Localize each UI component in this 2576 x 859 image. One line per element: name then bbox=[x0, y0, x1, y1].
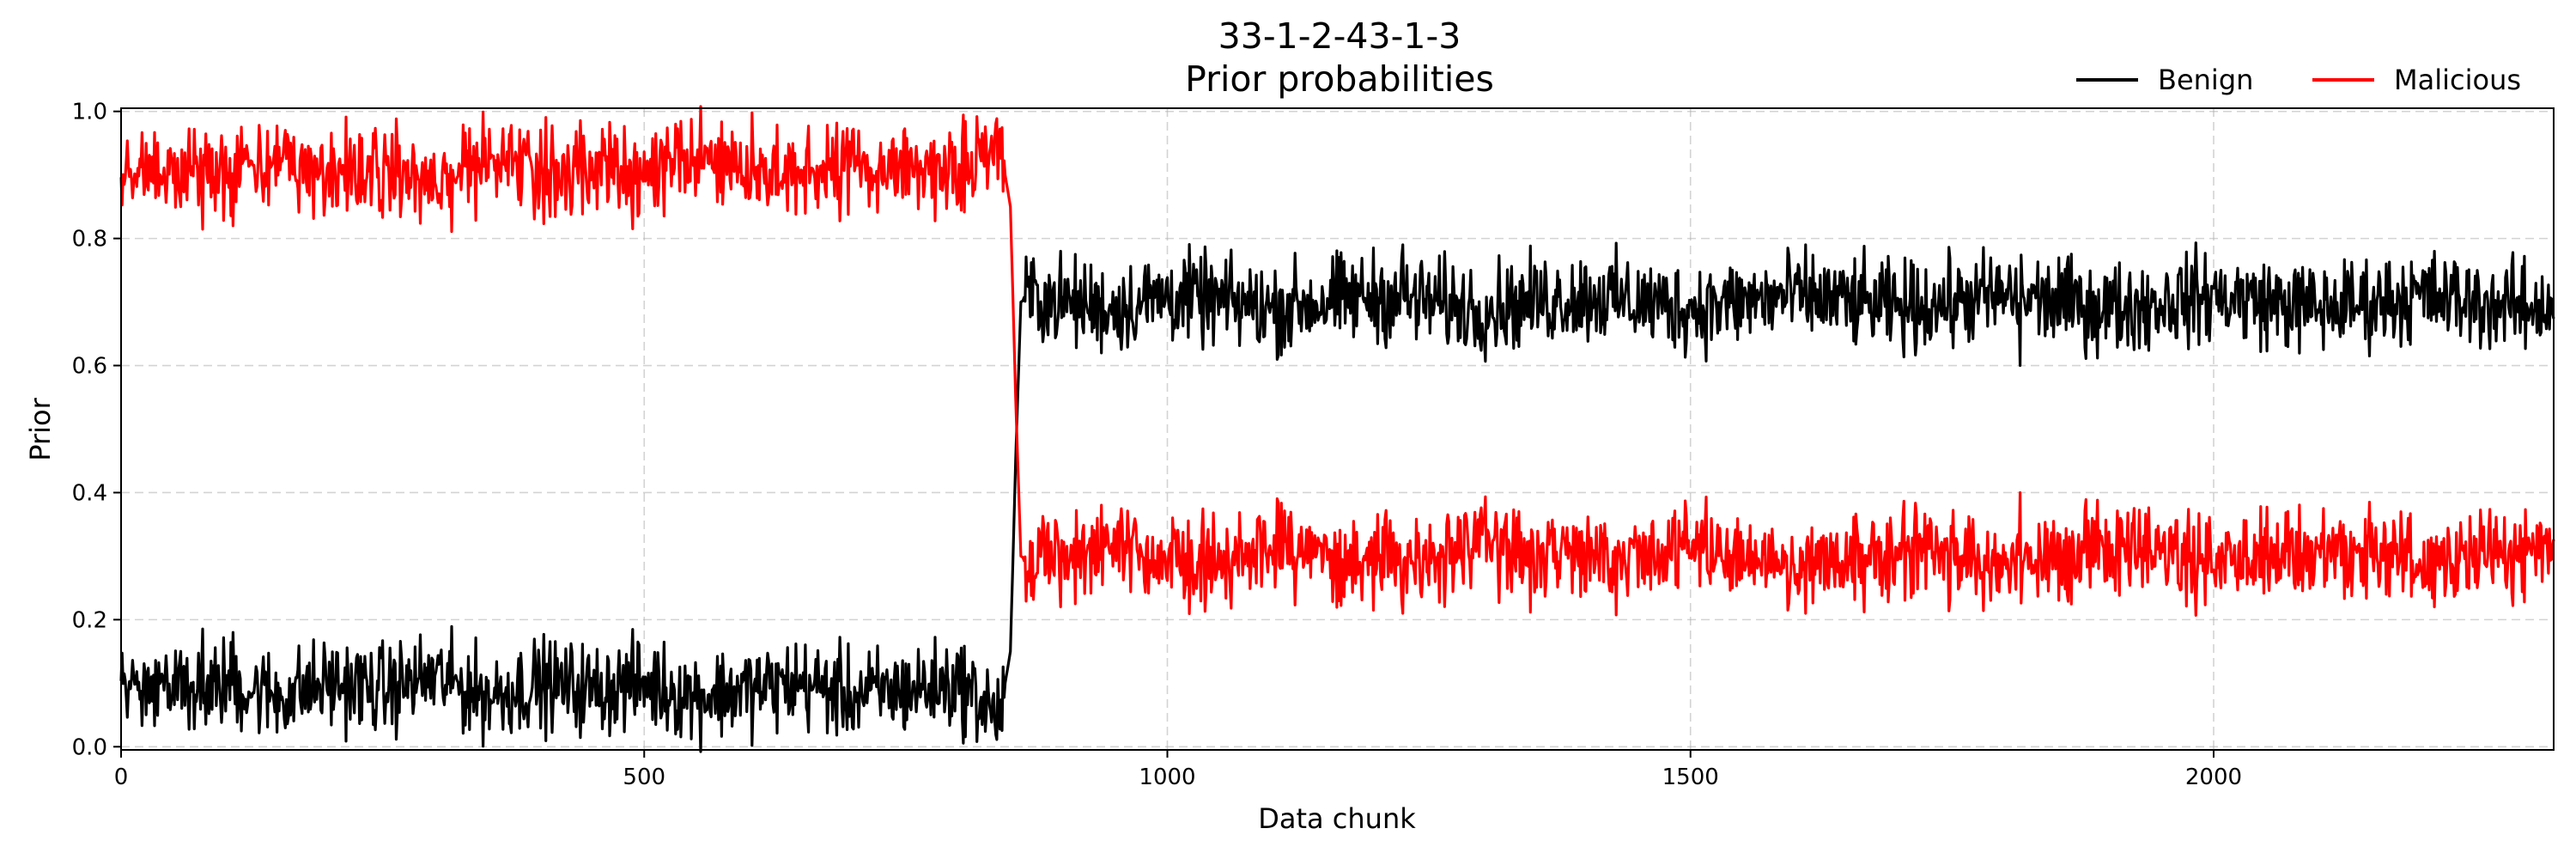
x-tick-label: 1500 bbox=[1662, 765, 1719, 790]
legend: Benign Malicious bbox=[2076, 64, 2521, 96]
y-tick-label: 0.8 bbox=[72, 227, 107, 253]
plot-frame bbox=[120, 107, 2555, 751]
x-axis-label: Data chunk bbox=[1258, 802, 1416, 835]
axis-ticks: 0 500 1000 1500 2000 0.0 0.2 0.4 0.6 0.8 1.0 bbox=[72, 100, 2242, 790]
y-tick-label: 0.6 bbox=[72, 354, 107, 380]
chart-title: 33-1-2-43-1-3 bbox=[1218, 15, 1461, 57]
x-tick-label: 1000 bbox=[1139, 765, 1195, 790]
x-tick-label: 0 bbox=[114, 765, 129, 790]
legend-label-benign: Benign bbox=[2158, 64, 2253, 96]
x-tick-label: 500 bbox=[623, 765, 665, 790]
grid-lines bbox=[120, 108, 2554, 750]
legend-label-malicious: Malicious bbox=[2394, 64, 2521, 96]
series-lines bbox=[119, 105, 2555, 753]
y-tick-label: 1.0 bbox=[72, 100, 107, 125]
y-tick-label: 0.0 bbox=[72, 734, 107, 760]
y-tick-label: 0.2 bbox=[72, 607, 107, 633]
x-tick-label: 2000 bbox=[2185, 765, 2242, 790]
series-line-benign bbox=[119, 241, 2555, 753]
chart-subtitle: Prior probabilities bbox=[1185, 58, 1494, 100]
y-tick-label: 0.4 bbox=[72, 480, 107, 506]
y-axis-label: Prior bbox=[24, 397, 57, 460]
series-line-malicious bbox=[119, 105, 2555, 617]
